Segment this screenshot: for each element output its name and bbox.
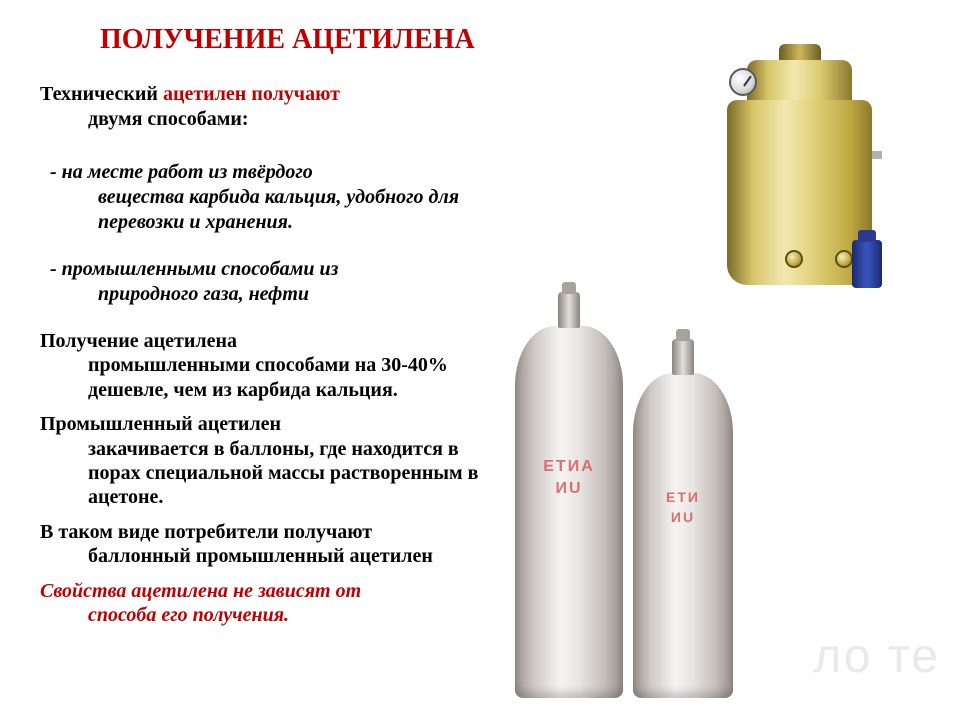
intro-tail: двумя способами:: [40, 107, 510, 132]
bullet-1-lead: - на месте работ из твёрдого: [50, 161, 313, 183]
intro-plain: Технический: [40, 83, 163, 105]
generator-valve: [852, 240, 882, 288]
final-line: Свойства ацетилена не зависят от способа…: [40, 579, 510, 628]
cylinder-small-label: ЕТИ ИU: [633, 488, 733, 527]
paragraph-3-lead: В таком виде потребители получают: [40, 521, 372, 543]
paragraph-3-rest: баллонный промышленный ацетилен: [40, 544, 510, 568]
text-column: Технический ацетилен получают двумя спос…: [40, 82, 510, 627]
paragraph-3: В таком виде потребители получают баллон…: [40, 520, 510, 569]
pressure-gauge-icon: [729, 68, 757, 96]
cylinder-large: ЕТИА ИU: [515, 326, 623, 698]
paragraph-1-rest: промышленными способами на 30-40% дешевл…: [40, 353, 510, 402]
paragraph-2-rest: закачивается в баллоны, где находится в …: [40, 437, 510, 510]
cylinder-small-label-l1: ЕТИ: [666, 489, 700, 505]
paragraph-1-lead: Получение ацетилена: [40, 330, 237, 352]
cylinder-neck: [558, 292, 580, 328]
bullet-2-lead: - промышленными способами из: [50, 258, 338, 280]
intro-line: Технический ацетилен получают двумя спос…: [40, 82, 510, 132]
cylinder-small-label-l2: ИU: [671, 509, 695, 525]
bullet-1-rest: вещества карбида кальция, удобного для п…: [50, 185, 510, 235]
cylinder-small: ЕТИ ИU: [633, 373, 733, 698]
generator-body: [727, 100, 872, 285]
generator-port: [785, 250, 803, 268]
final-rest: способа его получения.: [40, 603, 510, 627]
bullet-1: - на месте работ из твёрдого вещества ка…: [40, 160, 510, 235]
cylinder-large-label: ЕТИА ИU: [515, 456, 623, 501]
bullet-2-rest: природного газа, нефти: [50, 282, 510, 307]
paragraph-2-lead: Промышленный ацетилен: [40, 413, 281, 435]
bullet-2: - промышленными способами из природного …: [40, 257, 510, 307]
acetylene-generator-image: [707, 40, 892, 295]
cylinder-large-label-l1: ЕТИА: [543, 458, 595, 475]
cylinder-large-label-l2: ИU: [555, 480, 582, 497]
final-lead: Свойства ацетилена не зависят от: [40, 580, 361, 602]
watermark-text: ло те: [813, 629, 940, 684]
slide: ПОЛУЧЕНИЕ АЦЕТИЛЕНА Технический ацетилен…: [0, 0, 960, 720]
paragraph-2: Промышленный ацетилен закачивается в бал…: [40, 412, 510, 510]
gas-cylinders-image: ЕТИА ИU ЕТИ ИU: [515, 300, 765, 700]
paragraph-1: Получение ацетилена промышленными способ…: [40, 329, 510, 402]
generator-port: [835, 250, 853, 268]
intro-accent: ацетилен получают: [163, 83, 340, 105]
cylinder-neck: [672, 339, 694, 375]
